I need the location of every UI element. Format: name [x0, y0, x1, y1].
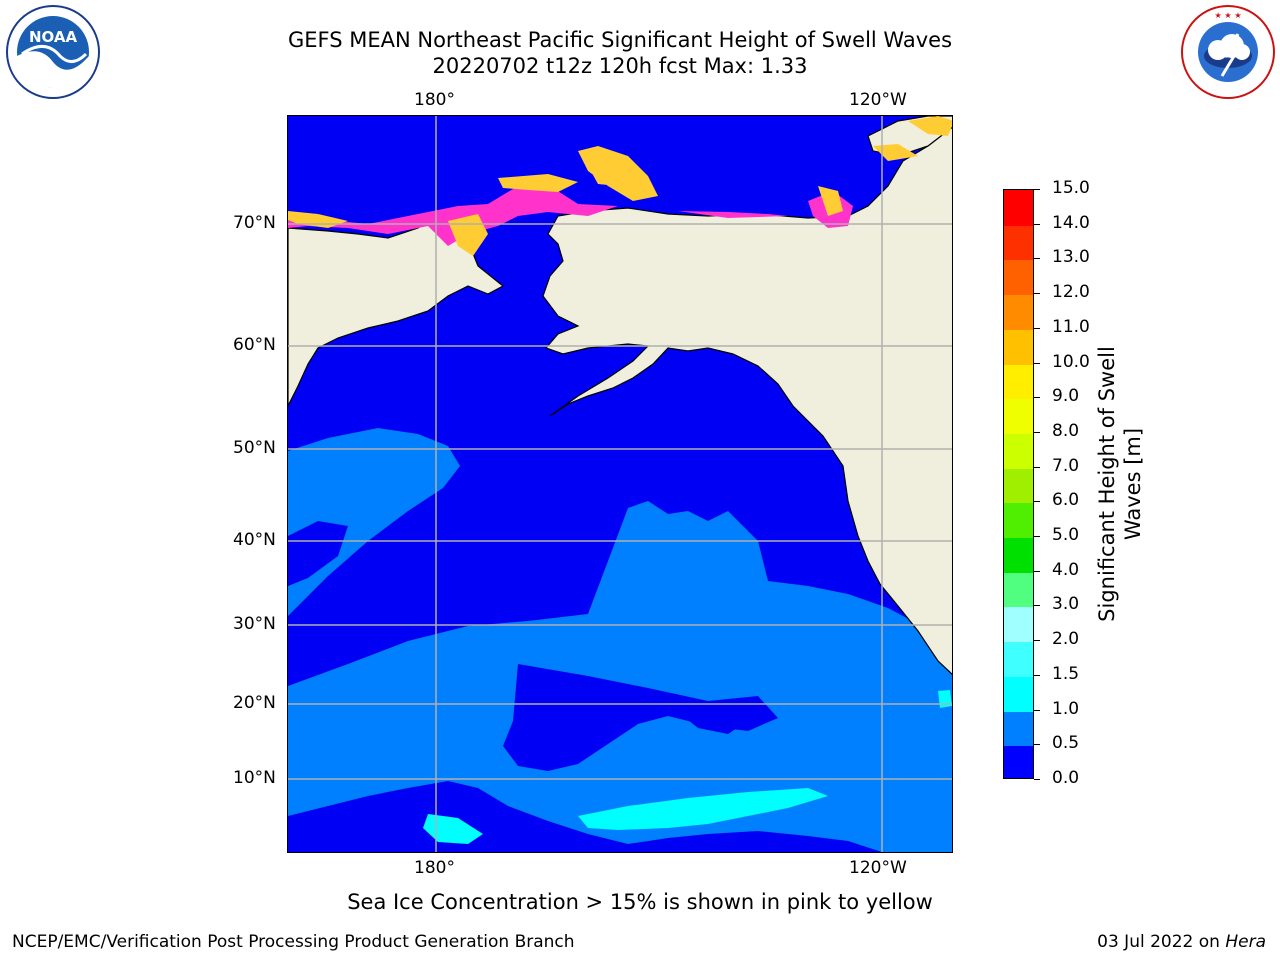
map-panel	[287, 115, 953, 853]
sea-ice-pink	[288, 186, 853, 246]
colorbar-tick-label: 7.0	[1052, 455, 1080, 476]
nws-logo: ★ ★ ★	[1178, 4, 1278, 100]
colorbar-segment	[1004, 537, 1033, 573]
colorbar-title-line2: Waves [m]	[1121, 427, 1145, 541]
colorbar-segment	[1004, 606, 1033, 643]
colorbar-tick-label: 4.0	[1052, 559, 1080, 580]
footer-right: 03 Jul 2022 on Hera	[1097, 932, 1266, 952]
colorbar-segment	[1004, 432, 1033, 469]
noaa-logo: NOAA	[0, 4, 106, 100]
sea-ice-yellow	[288, 116, 952, 256]
colorbar-tick-label: 0.5	[1052, 733, 1080, 754]
colorbar-tick-mark	[1034, 536, 1040, 538]
lat-label-50n: 50°N	[233, 438, 276, 458]
colorbar-segment	[1004, 710, 1033, 747]
colorbar-title: Significant Height of Swell Waves [m]	[1094, 334, 1146, 634]
colorbar-tick-label: 0.0	[1052, 768, 1080, 788]
colorbar-tick-mark	[1034, 744, 1040, 746]
swell-region-high	[423, 690, 952, 844]
colorbar-segment	[1004, 571, 1033, 608]
land-siberia	[288, 215, 505, 407]
lat-label-30n: 30°N	[233, 614, 276, 634]
colorbar-tick-label: 12.0	[1052, 282, 1090, 303]
colorbar-tick-label: 5.0	[1052, 525, 1080, 546]
colorbar-tick-label: 11.0	[1052, 316, 1090, 337]
colorbar-tick-mark	[1034, 431, 1040, 433]
colorbar-tick-mark	[1034, 189, 1040, 190]
colorbar-tick-label: 1.5	[1052, 663, 1080, 684]
colorbar-segment	[1004, 328, 1033, 365]
colorbar-tick-mark	[1034, 223, 1040, 225]
footer-left: NCEP/EMC/Verification Post Processing Pr…	[12, 932, 575, 952]
colorbar-segment	[1004, 467, 1033, 504]
colorbar-segment	[1004, 363, 1033, 400]
lon-label-top-180: 180°	[414, 90, 455, 110]
colorbar-tick-mark	[1034, 605, 1040, 607]
lat-label-40n: 40°N	[233, 530, 276, 550]
colorbar-tick-mark	[1034, 570, 1040, 572]
lon-label-bottom-120w: 120°W	[849, 858, 907, 878]
colorbar-tick-label: 10.0	[1052, 351, 1090, 372]
graticule	[288, 116, 952, 852]
colorbar-segment	[1004, 641, 1033, 677]
colorbar-tick-label: 2.0	[1052, 629, 1080, 650]
lat-label-60n: 60°N	[233, 335, 276, 355]
colorbar-tick-mark	[1034, 258, 1040, 260]
colorbar-title-line1: Significant Height of Swell	[1095, 346, 1119, 622]
footer-date: 03 Jul 2022 on	[1097, 932, 1226, 952]
colorbar-tick-label: 14.0	[1052, 212, 1090, 233]
colorbar	[1003, 189, 1034, 779]
colorbar-tick-mark	[1034, 674, 1040, 676]
colorbar-segment	[1004, 224, 1033, 261]
colorbar-tick-mark	[1034, 466, 1040, 468]
colorbar-segment	[1004, 259, 1033, 296]
swell-region-mid	[288, 428, 952, 852]
colorbar-tick-mark	[1034, 397, 1040, 399]
colorbar-segment	[1004, 190, 1033, 226]
chart-subtitle: 20220702 t12z 120h fcst Max: 1.33	[432, 54, 808, 78]
colorbar-tick-mark	[1034, 779, 1040, 780]
swell-pocket-low	[288, 521, 778, 771]
lon-label-top-120w: 120°W	[849, 90, 907, 110]
colorbar-tick-label: 15.0	[1052, 178, 1090, 198]
colorbar-tick-label: 1.0	[1052, 698, 1080, 719]
svg-text:★ ★ ★: ★ ★ ★	[1214, 11, 1241, 20]
lon-label-bottom-180: 180°	[414, 858, 455, 878]
colorbar-segment	[1004, 398, 1033, 434]
footer-host: Hera	[1225, 932, 1266, 952]
lat-label-20n: 20°N	[233, 693, 276, 713]
colorbar-segment	[1004, 745, 1033, 778]
colorbar-tick-mark	[1034, 709, 1040, 711]
colorbar-tick-label: 13.0	[1052, 247, 1090, 268]
colorbar-tick-mark	[1034, 640, 1040, 642]
colorbar-tick-mark	[1034, 293, 1040, 295]
noaa-logo-text: NOAA	[29, 28, 78, 46]
lat-label-70n: 70°N	[233, 213, 276, 233]
colorbar-segment	[1004, 502, 1033, 539]
colorbar-segment	[1004, 294, 1033, 330]
colorbar-tick-label: 8.0	[1052, 420, 1080, 441]
colorbar-tick-mark	[1034, 362, 1040, 364]
lat-label-10n: 10°N	[233, 768, 276, 788]
colorbar-segment	[1004, 675, 1033, 712]
colorbar-tick-label: 6.0	[1052, 490, 1080, 511]
colorbar-tick-mark	[1034, 327, 1040, 329]
sea-ice-note: Sea Ice Concentration > 15% is shown in …	[347, 890, 933, 914]
colorbar-tick-label: 3.0	[1052, 594, 1080, 615]
colorbar-tick-mark	[1034, 501, 1040, 503]
colorbar-tick-label: 9.0	[1052, 386, 1080, 407]
map-svg	[288, 116, 952, 852]
chart-title: GEFS MEAN Northeast Pacific Significant …	[287, 28, 953, 52]
